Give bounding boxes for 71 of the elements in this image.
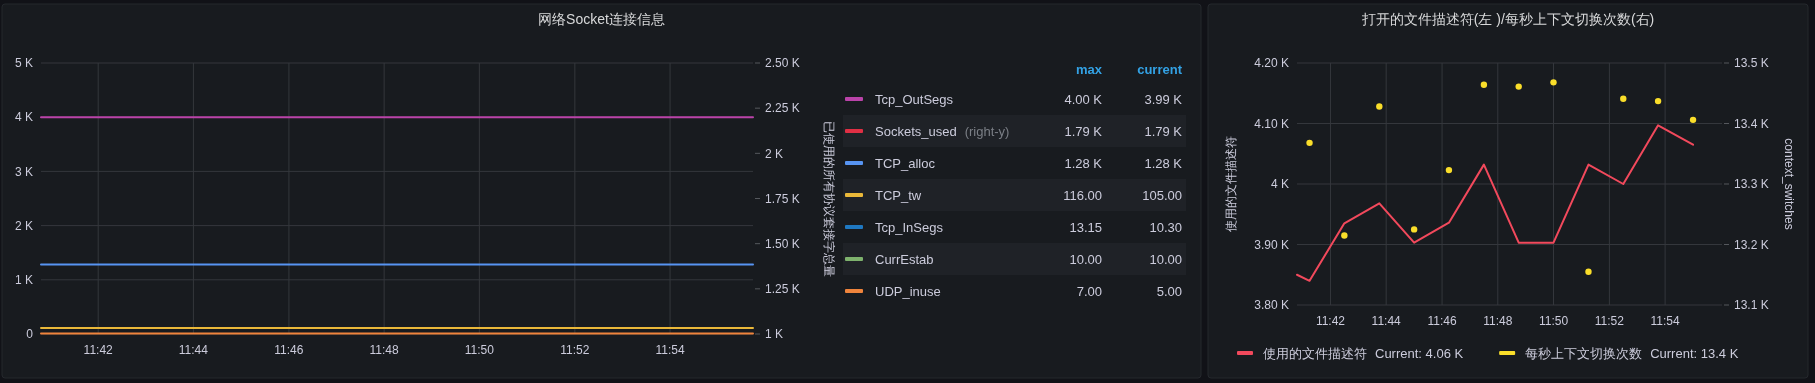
- chart-title: 网络Socket连接信息: [538, 11, 665, 27]
- y-tick-label: 4 K: [1270, 177, 1289, 192]
- y-tick-label: 4 K: [14, 110, 33, 125]
- text: 3.99 K: [1144, 91, 1183, 107]
- text: 1.79 K: [1144, 123, 1183, 139]
- y-axis-title: 使用的文件描述符: [1224, 136, 1238, 232]
- y-tick-label: 5 K: [14, 56, 33, 71]
- text: 105.00: [1142, 187, 1182, 203]
- y2-tick-label: 13.1 K: [1734, 298, 1769, 313]
- x-tick-label: 11:52: [1594, 314, 1625, 328]
- text: Current: 4.06 K: [1375, 345, 1464, 361]
- x-tick-label: 11:42: [1315, 314, 1346, 328]
- x-tick-label: 11:50: [1538, 314, 1569, 328]
- legend-label: Tcp_OutSegs: [875, 91, 954, 107]
- legend-label: TCP_tw: [875, 187, 922, 203]
- y2-tick-label: 2 K: [765, 146, 784, 161]
- text: 1.79 K: [1064, 123, 1103, 139]
- x-tick-label: 11:48: [1483, 314, 1513, 328]
- x-tick-label: 11:50: [464, 343, 495, 357]
- x-tick-label: 11:46: [274, 343, 304, 357]
- y2-tick-label: 13.5 K: [1734, 56, 1769, 71]
- legend-label: 每秒上下文切换次数: [1525, 345, 1643, 361]
- y-tick-label: 4.10 K: [1254, 116, 1289, 131]
- line-series: [1296, 124, 1695, 282]
- x-tick-label: 11:42: [83, 343, 114, 357]
- y2-axis-title: context_switches: [1782, 138, 1796, 230]
- y2-tick-label: 1.50 K: [765, 236, 800, 251]
- y2-axis-title: 已使用的所有协议套接字总量: [822, 120, 836, 277]
- y2-tick-label: 1.75 K: [765, 191, 800, 206]
- x-tick-label: 11:48: [369, 343, 400, 357]
- chart-title: 打开的文件描述符(左 )/每秒上下文切换次数(右): [1360, 11, 1655, 27]
- y2-tick-label: 13.2 K: [1734, 237, 1769, 252]
- y-tick-label: 3.80 K: [1254, 298, 1289, 313]
- text: 1.28 K: [1144, 155, 1183, 171]
- y2-tick-label: 2.50 K: [765, 56, 800, 71]
- text: Current: 13.4 K: [1650, 345, 1739, 361]
- text: 13.15: [1069, 219, 1102, 235]
- x-tick-label: 11:46: [1427, 314, 1457, 328]
- text: 5.00: [1156, 283, 1182, 299]
- text: 1.28 K: [1064, 155, 1103, 171]
- legend-label: Tcp_InSegs: [875, 219, 944, 235]
- text: 10.00: [1069, 251, 1102, 267]
- text: max: [1075, 62, 1103, 77]
- legend-label: Sockets_used: [875, 123, 957, 139]
- text: 4.00 K: [1064, 91, 1103, 107]
- x-tick-label: 11:54: [655, 343, 685, 357]
- text: 10.00: [1149, 251, 1182, 267]
- legend-label: TCP_alloc: [875, 155, 936, 171]
- legend-label: UDP_inuse: [875, 283, 941, 299]
- text: 10.30: [1149, 219, 1182, 235]
- y-tick-label: 3 K: [14, 164, 33, 179]
- y-tick-label: 0: [26, 327, 34, 342]
- y2-tick-label: 1 K: [765, 327, 784, 342]
- y2-tick-label: 2.25 K: [765, 101, 800, 116]
- x-tick-label: 11:44: [178, 343, 209, 357]
- text: 116.00: [1063, 187, 1102, 203]
- legend-label: 使用的文件描述符: [1263, 345, 1367, 361]
- y-tick-label: 3.90 K: [1254, 237, 1289, 252]
- y2-tick-label: 1.25 K: [765, 282, 800, 297]
- legend-label: CurrEstab: [875, 251, 934, 267]
- text: (right-y): [964, 123, 1010, 139]
- y2-tick-label: 13.3 K: [1734, 177, 1769, 192]
- x-tick-label: 11:52: [560, 343, 590, 357]
- text: 7.00: [1076, 283, 1102, 299]
- x-tick-label: 11:44: [1371, 314, 1402, 328]
- y-tick-label: 1 K: [14, 273, 33, 287]
- y-tick-label: 2 K: [14, 218, 33, 233]
- y-tick-label: 4.20 K: [1254, 56, 1289, 71]
- text: current: [1137, 62, 1183, 77]
- x-tick-label: 11:54: [1650, 314, 1680, 328]
- y2-tick-label: 13.4 K: [1734, 116, 1769, 131]
